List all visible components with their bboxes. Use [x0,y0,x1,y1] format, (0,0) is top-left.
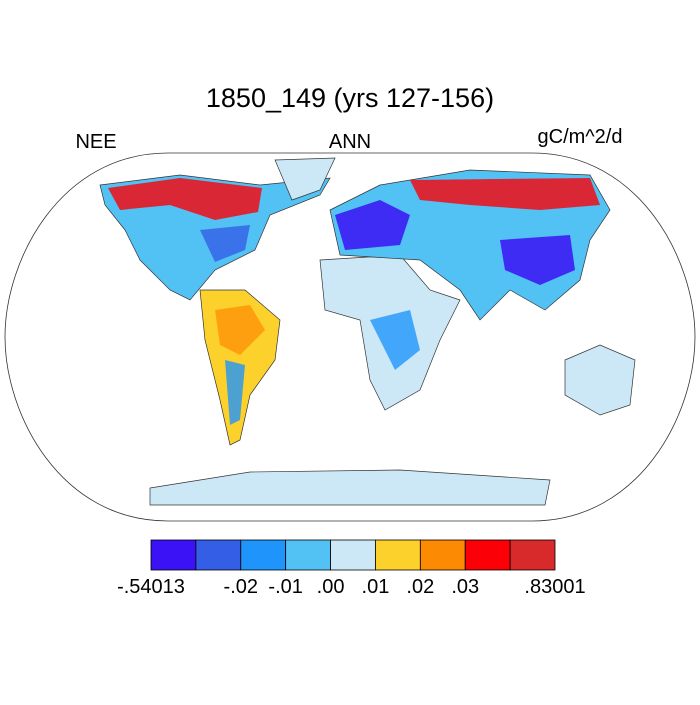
units-label: gC/m^2/d [538,126,623,148]
title: 1850_149 (yrs 127-156) [206,83,494,113]
colorbar-box [330,539,376,571]
colorbar-label: -.54013 [117,576,185,598]
colorbar-label: .00 [317,576,345,598]
colorbar-label: -.02 [224,576,258,598]
field-patches [108,178,600,425]
variable-label: NEE [75,131,116,153]
period-label: ANN [329,131,371,153]
colorbar-label: .83001 [524,576,585,598]
colorbar-label: .03 [451,576,479,598]
map [4,152,696,522]
colorbar-box [285,539,331,571]
colorbar-label: .01 [362,576,390,598]
colorbar-box [419,539,466,571]
colorbar-box [509,539,556,571]
colorbar-box [240,539,287,571]
australia [564,344,636,416]
colorbar-box [195,539,242,571]
colorbar-box [150,539,197,571]
colorbar-box [464,539,511,571]
antarctica [149,469,551,506]
colorbar-box [375,539,421,571]
greenland [274,157,336,201]
colorbar-label: .02 [406,576,434,598]
colorbar-label: -.01 [268,576,302,598]
colorbar: -.54013 -.02 -.01 .00 .01 .02 .03 .83001 [117,539,586,598]
